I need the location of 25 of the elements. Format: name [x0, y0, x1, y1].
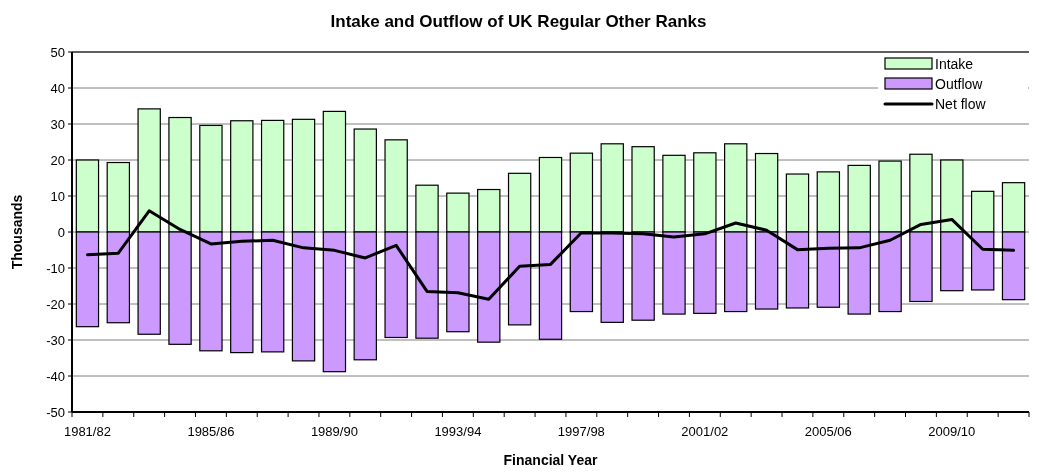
x-tick-label: 1981/82: [63, 424, 111, 439]
y-tick-label: 50: [50, 44, 65, 60]
x-tick-label: 2001/02: [681, 424, 729, 439]
y-tick-label: -50: [46, 404, 65, 420]
y-tick-label: 30: [50, 116, 65, 132]
y-tick-label: 40: [50, 80, 65, 96]
y-tick-label: -10: [46, 260, 65, 276]
chart-title: Intake and Outflow of UK Regular Other Ranks: [330, 12, 707, 31]
x-axis-title: Financial Year: [503, 452, 598, 468]
x-tick-label: 2005/06: [804, 424, 852, 439]
y-tick-label: 20: [50, 152, 65, 168]
x-tick-label: 1985/86: [187, 424, 235, 439]
x-tick-label: 2009/10: [928, 424, 976, 439]
legend-label: Net flow: [935, 95, 987, 112]
y-axis-title: Thousands: [9, 194, 25, 270]
y-tick-label: -20: [46, 296, 65, 312]
x-tick-label: 1993/94: [434, 424, 482, 439]
legend-label: Outflow: [935, 75, 984, 92]
y-tick-label: -30: [46, 332, 65, 348]
y-tick-label: -40: [46, 368, 65, 384]
x-tick-label: 1997/98: [557, 424, 605, 439]
legend-label: Intake: [935, 55, 974, 72]
x-tick-label: 1989/90: [310, 424, 358, 439]
y-tick-label: 0: [57, 224, 65, 240]
y-tick-label: 10: [50, 188, 65, 204]
